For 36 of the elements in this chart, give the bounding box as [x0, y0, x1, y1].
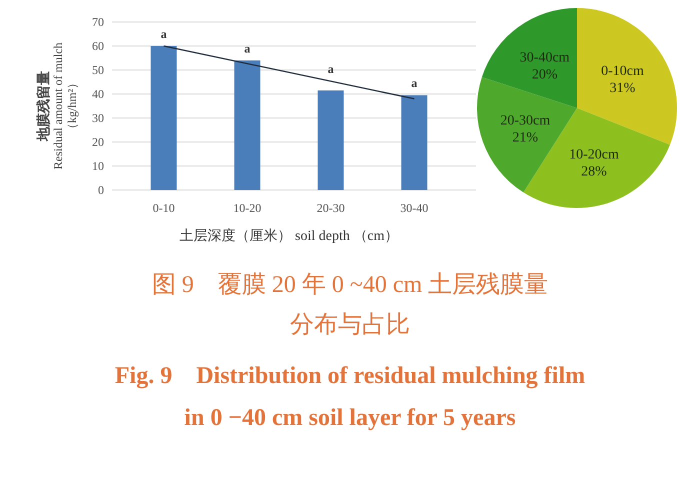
caption: 图 9 覆膜 20 年 0 ~40 cm 土层残膜量 [152, 272, 548, 298]
slice-label: 10-20cm [569, 147, 619, 162]
slice-label: 0-10cm [601, 64, 644, 80]
x-tick-label: 20-30 [316, 201, 345, 215]
data-label: 20% [532, 68, 558, 83]
text: in 0 −40 cm soil layer for 5 years [184, 405, 516, 431]
y-tick-label: 0 [98, 183, 104, 197]
x-tick-label: 30-40 [400, 201, 428, 215]
data-label: 28% [581, 164, 608, 180]
bar [318, 90, 344, 190]
bar [150, 46, 177, 190]
data-label: 21% [512, 130, 538, 146]
annotation: a [160, 27, 167, 41]
slice-label: 20-30cm [500, 114, 550, 129]
annotation: a [244, 41, 250, 56]
y-tick-label: 10 [92, 159, 104, 173]
y-tick-label: 20 [92, 135, 104, 149]
y-tick-label: 50 [92, 63, 104, 77]
data-label: 31% [610, 81, 636, 96]
x-tick-label: 0-10 [152, 201, 175, 215]
y-tick-label: 30 [92, 111, 104, 125]
x-axis-title: 土层深度（厘米） soil depth （cm） [180, 228, 398, 244]
slice-label: 30-40cm [520, 50, 570, 66]
caption: Fig. 9 Distribution of residual mulching film [114, 363, 586, 389]
bar [401, 95, 428, 190]
y-tick-label: 60 [92, 39, 104, 53]
y-tick-label: 40 [92, 87, 104, 101]
text: 分布与占比 [290, 312, 410, 338]
x-tick-label: 10-20 [233, 201, 262, 215]
annotation: a [411, 76, 418, 90]
annotation: a [328, 62, 334, 76]
bar [234, 60, 260, 190]
y-tick-label: 70 [92, 15, 104, 29]
pie-slice [577, 8, 677, 145]
y-axis-title: 地膜残留量 Residual amount of mulch （kg/hm²） [36, 42, 79, 170]
pie-slice [482, 8, 577, 108]
